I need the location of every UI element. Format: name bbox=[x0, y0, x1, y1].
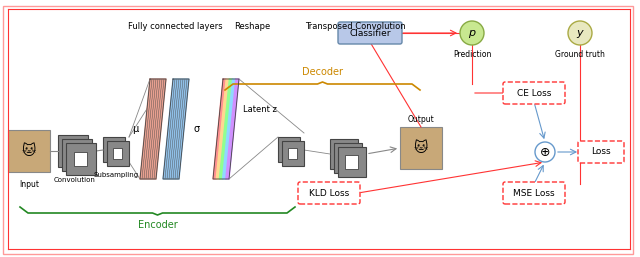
FancyBboxPatch shape bbox=[503, 182, 565, 204]
FancyBboxPatch shape bbox=[338, 147, 366, 177]
FancyBboxPatch shape bbox=[284, 144, 293, 155]
Text: Decoder: Decoder bbox=[302, 67, 343, 77]
Polygon shape bbox=[213, 79, 226, 179]
FancyBboxPatch shape bbox=[338, 22, 402, 44]
Text: MSE Loss: MSE Loss bbox=[513, 188, 555, 197]
Text: 🐱: 🐱 bbox=[413, 141, 428, 155]
Text: Reshape: Reshape bbox=[234, 22, 270, 31]
FancyBboxPatch shape bbox=[58, 135, 88, 167]
Text: Prediction: Prediction bbox=[453, 50, 491, 59]
Circle shape bbox=[535, 142, 555, 162]
FancyBboxPatch shape bbox=[337, 148, 349, 161]
FancyBboxPatch shape bbox=[503, 82, 565, 104]
Text: y: y bbox=[577, 28, 583, 38]
FancyBboxPatch shape bbox=[8, 130, 50, 172]
Text: p: p bbox=[468, 28, 476, 38]
Text: Encoder: Encoder bbox=[138, 220, 177, 230]
FancyBboxPatch shape bbox=[400, 127, 442, 169]
FancyBboxPatch shape bbox=[62, 139, 92, 171]
FancyBboxPatch shape bbox=[287, 148, 298, 159]
FancyBboxPatch shape bbox=[107, 141, 129, 166]
FancyBboxPatch shape bbox=[282, 141, 304, 166]
Polygon shape bbox=[220, 79, 232, 179]
Polygon shape bbox=[163, 79, 189, 179]
FancyBboxPatch shape bbox=[278, 137, 300, 162]
Text: Subsampling: Subsampling bbox=[93, 172, 139, 178]
FancyBboxPatch shape bbox=[334, 143, 362, 173]
FancyBboxPatch shape bbox=[345, 155, 358, 169]
Text: Input: Input bbox=[19, 180, 39, 189]
Text: Latent z: Latent z bbox=[243, 105, 277, 114]
Text: μ: μ bbox=[132, 124, 138, 134]
Circle shape bbox=[460, 21, 484, 45]
Text: KLD Loss: KLD Loss bbox=[309, 188, 349, 197]
Polygon shape bbox=[223, 79, 236, 179]
Text: Ground truth: Ground truth bbox=[555, 50, 605, 59]
Circle shape bbox=[568, 21, 592, 45]
FancyBboxPatch shape bbox=[103, 137, 125, 162]
Text: ⊕: ⊕ bbox=[540, 145, 550, 159]
Text: Classifier: Classifier bbox=[349, 29, 391, 38]
Text: Convolution: Convolution bbox=[54, 177, 96, 183]
Text: CE Loss: CE Loss bbox=[517, 88, 551, 97]
Text: Output: Output bbox=[408, 115, 435, 124]
Polygon shape bbox=[216, 79, 229, 179]
FancyBboxPatch shape bbox=[578, 141, 624, 163]
FancyBboxPatch shape bbox=[298, 182, 360, 204]
FancyBboxPatch shape bbox=[109, 144, 118, 155]
Polygon shape bbox=[140, 79, 166, 179]
FancyBboxPatch shape bbox=[341, 151, 354, 165]
Polygon shape bbox=[226, 79, 239, 179]
Text: σ: σ bbox=[193, 124, 199, 134]
Text: Fully connected layers: Fully connected layers bbox=[128, 22, 222, 31]
Text: 🐱: 🐱 bbox=[22, 144, 36, 158]
FancyBboxPatch shape bbox=[330, 139, 358, 169]
Text: Loss: Loss bbox=[591, 148, 611, 157]
FancyBboxPatch shape bbox=[66, 143, 96, 175]
FancyBboxPatch shape bbox=[70, 148, 83, 162]
Text: Transposed Convolution: Transposed Convolution bbox=[305, 22, 405, 31]
FancyBboxPatch shape bbox=[113, 148, 122, 159]
FancyBboxPatch shape bbox=[74, 152, 87, 166]
FancyBboxPatch shape bbox=[65, 144, 79, 158]
